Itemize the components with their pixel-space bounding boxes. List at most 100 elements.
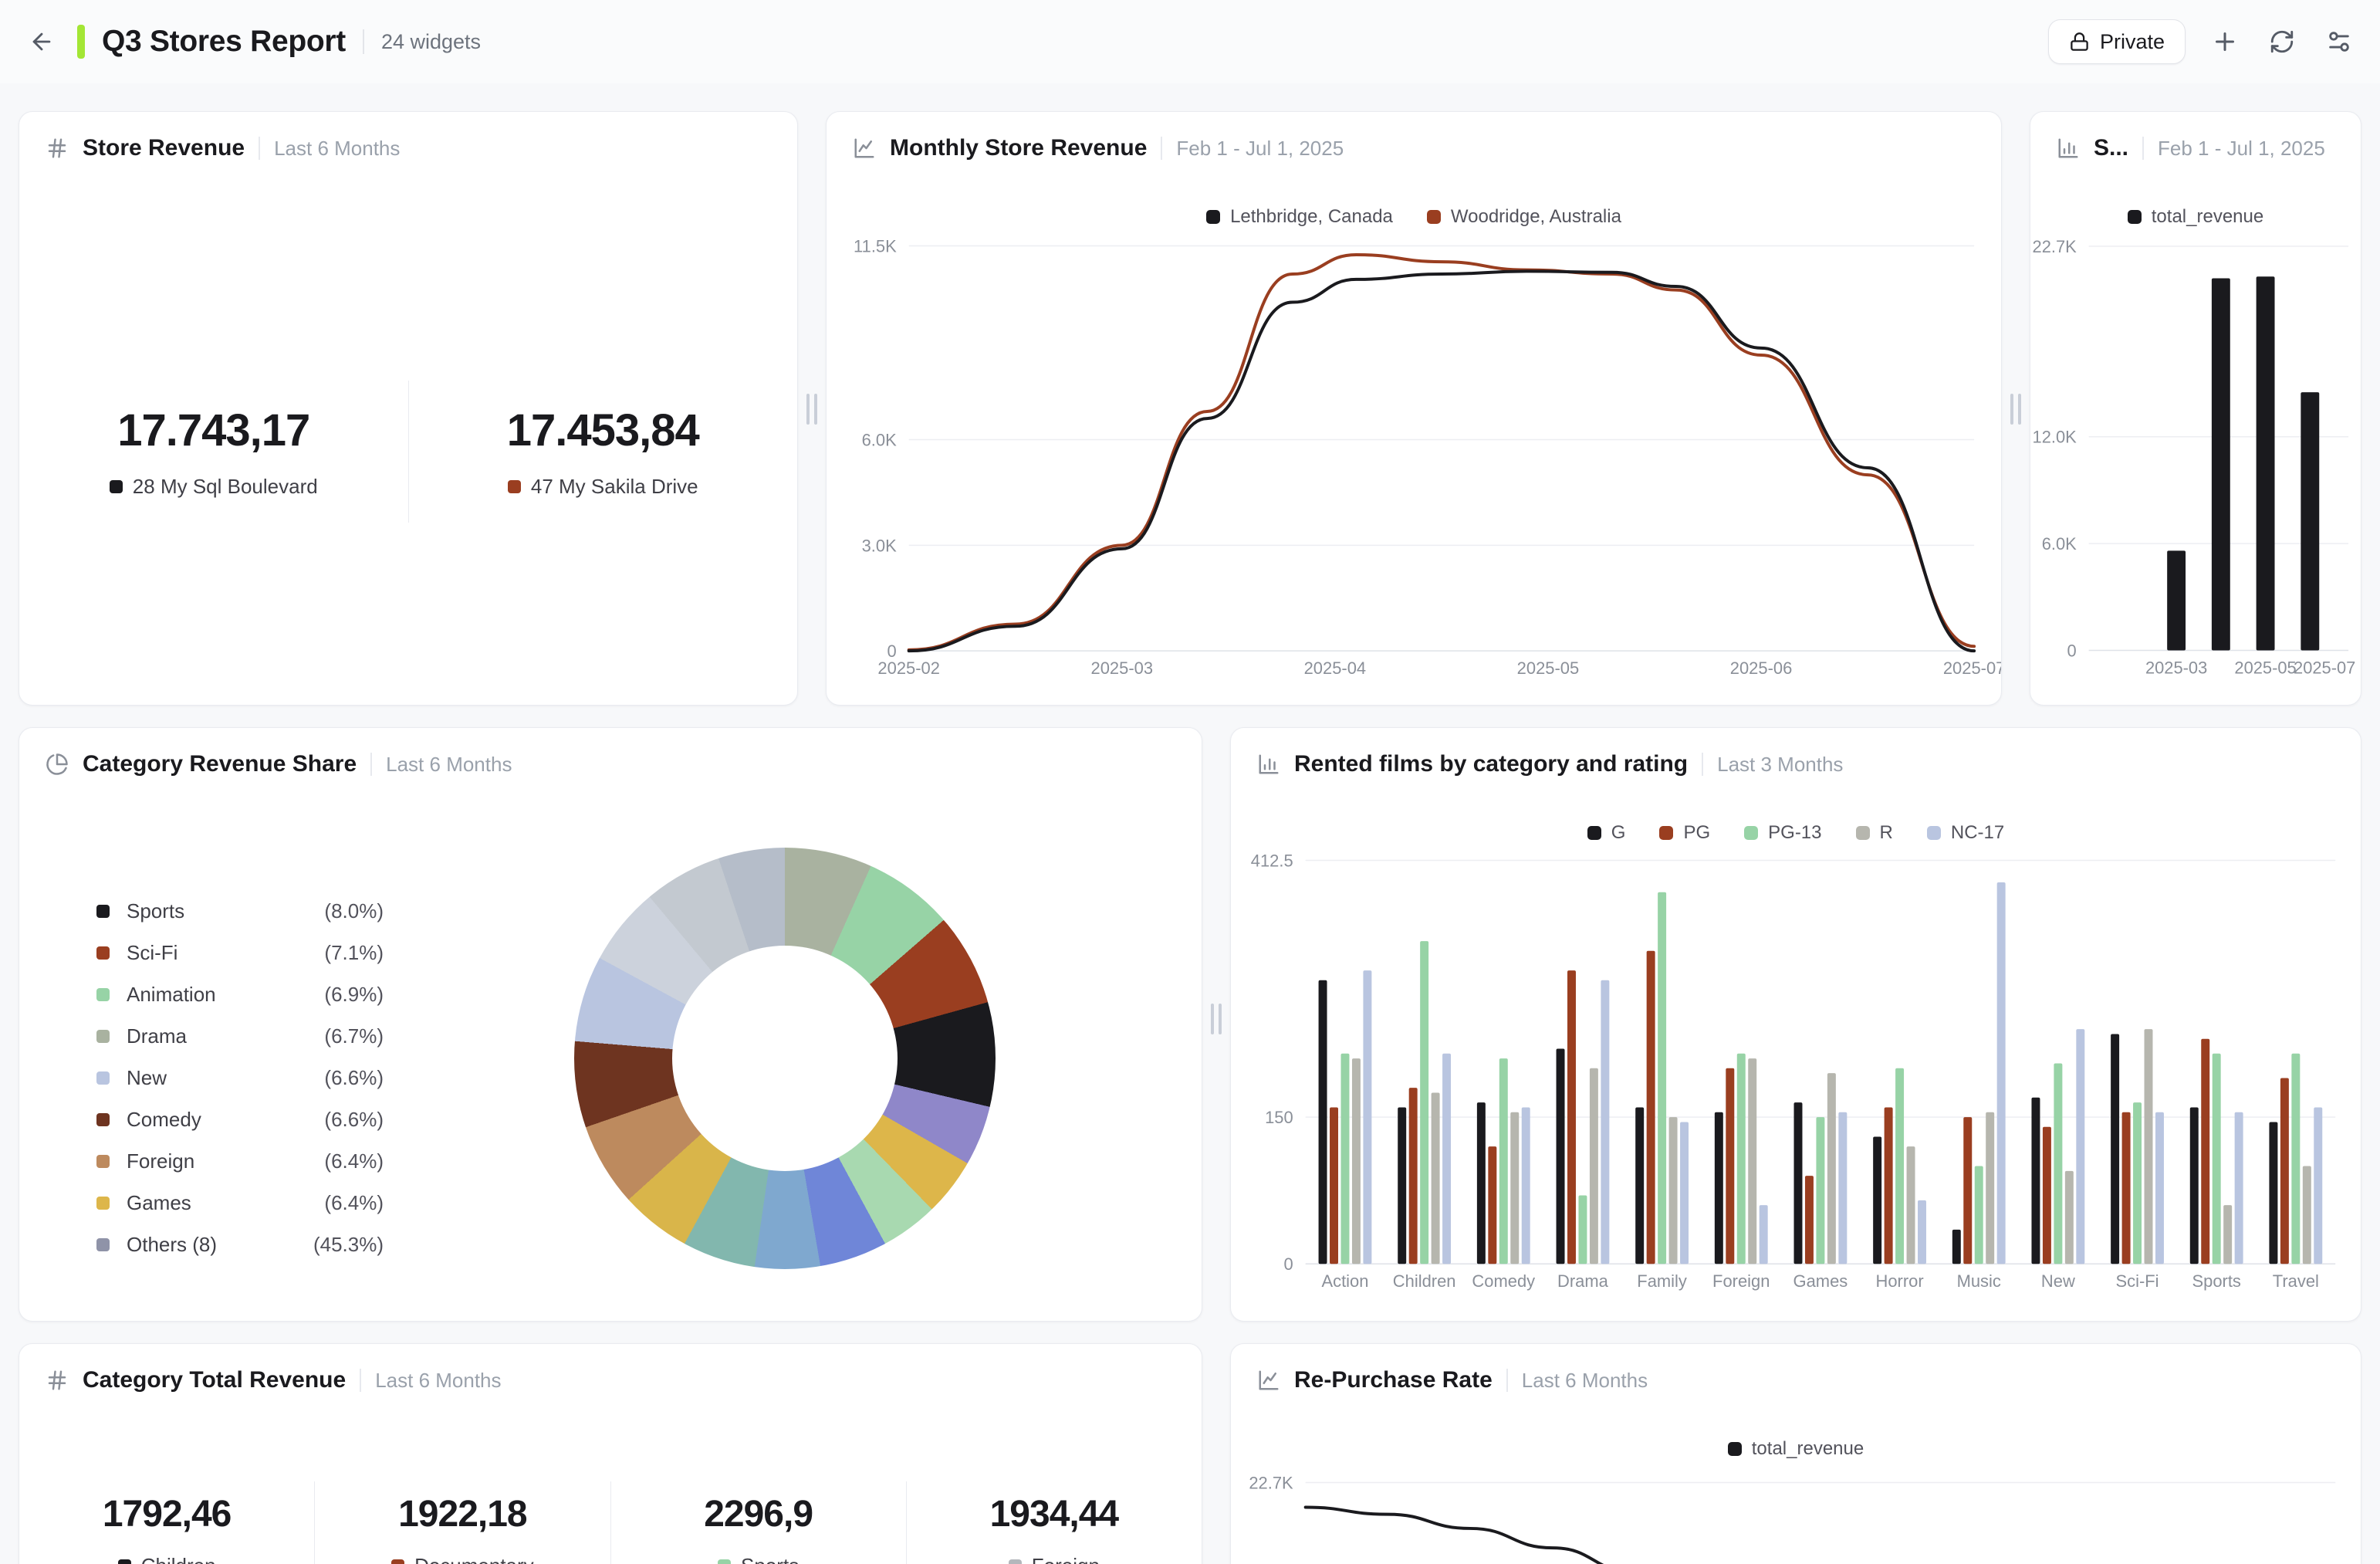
topbar-right: Private (2047, 19, 2357, 64)
metric-label-text: Sports (741, 1554, 799, 1564)
rented-films-chart: 0 150 412.5 Action Children Comedy Drama Family… (1251, 851, 2336, 1291)
widget-monthly-store-revenue[interactable]: Monthly Store Revenue Feb 1 - Jul 1, 202… (826, 111, 2002, 706)
bar (1714, 1112, 1723, 1264)
widget-category-total-revenue[interactable]: Category Total Revenue Last 6 Months 179… (19, 1343, 1202, 1564)
category-share-donut (574, 848, 996, 1269)
bar (1986, 1112, 1995, 1264)
pie-legend-item[interactable]: Sports (8.0%) (96, 899, 384, 923)
metric-label-text: Foreign (1032, 1554, 1100, 1564)
bar (2201, 1038, 2210, 1264)
metric: 1934,44 Foreign (907, 1460, 1202, 1564)
chart-legend: Lethbridge, Canada Woodridge, Australia (827, 206, 2001, 228)
pie-legend-item[interactable]: Games (6.4%) (96, 1191, 384, 1215)
metric-divider (905, 1481, 907, 1564)
donut-hole (672, 946, 898, 1171)
widget-re-purchase-rate[interactable]: Re-Purchase Rate Last 6 Months total_rev… (1230, 1343, 2361, 1564)
bar (2223, 1205, 2233, 1264)
private-button-label: Private (2099, 29, 2165, 53)
bar (1340, 1053, 1350, 1264)
widget-subtitle: Last 6 Months (274, 136, 401, 160)
legend-label: Foreign (127, 1149, 195, 1173)
axis-label: Travel (2273, 1271, 2319, 1291)
legend-item[interactable]: Lethbridge, Canada (1206, 206, 1393, 228)
settings-button[interactable] (2321, 24, 2357, 59)
page-title: Q3 Stores Report (102, 25, 346, 58)
pie-legend-item[interactable]: Animation (6.9%) (96, 983, 384, 1007)
legend-swatch (96, 946, 110, 960)
axis-label: 2025-02 (877, 658, 940, 678)
legend-swatch (96, 988, 110, 1001)
legend-item[interactable]: R (1855, 822, 1893, 844)
widget-subtitle: Last 6 Months (386, 752, 512, 776)
bar (1646, 950, 1655, 1264)
pie-legend-item[interactable]: Drama (6.7%) (96, 1024, 384, 1048)
legend-item[interactable]: NC-17 (1926, 822, 2004, 844)
widget-category-revenue-share[interactable]: Category Revenue Share Last 6 Months Spo… (19, 727, 1202, 1322)
bar-chart-icon (2057, 137, 2080, 160)
bar (1952, 1229, 1961, 1264)
widget-store-revenue[interactable]: Store Revenue Last 6 Months 17.743,17 28 … (19, 111, 798, 706)
back-button[interactable] (23, 23, 60, 60)
axis-label: Action (1321, 1271, 1368, 1291)
legend-item[interactable]: Woodridge, Australia (1426, 206, 1621, 228)
axis-label: 2025-07 (2294, 658, 2355, 677)
plus-icon (2216, 32, 2234, 51)
bar (2302, 1166, 2311, 1264)
sliders-icon (2329, 32, 2349, 52)
axis-label: 2025-03 (1091, 658, 1154, 678)
metric: 1922,18 Documentary (315, 1460, 610, 1564)
arrow-left-icon (32, 32, 51, 51)
axis-label: 22.7K (1249, 1474, 1293, 1493)
resize-handle[interactable] (2010, 394, 2021, 425)
resize-handle[interactable] (1211, 1004, 1222, 1034)
handle-bar (806, 394, 810, 425)
widget-rented-films[interactable]: Rented films by category and rating Last… (1230, 727, 2361, 1322)
legend-percentage: (6.6%) (324, 1108, 384, 1131)
bar (1963, 1117, 1973, 1264)
metric-swatch (109, 480, 123, 493)
handle-bar (2010, 394, 2013, 425)
metric-swatch (391, 1559, 405, 1564)
metric-value: 17.743,17 (117, 405, 310, 455)
bar (2111, 1034, 2120, 1264)
legend-swatch (96, 1071, 110, 1085)
axis-label: Children (1393, 1271, 1456, 1291)
pie-legend-item[interactable]: Others (8) (45.3%) (96, 1233, 384, 1257)
legend-item[interactable]: G (1587, 822, 1625, 844)
bar (1658, 892, 1667, 1264)
bar (1398, 1107, 1407, 1264)
legend-item[interactable]: PG (1659, 822, 1710, 844)
resize-handle[interactable] (806, 394, 817, 425)
divider (1161, 137, 1163, 160)
bar (2064, 1170, 2074, 1264)
legend-label: PG (1683, 822, 1711, 843)
metric-label: Children (117, 1554, 216, 1564)
monthly-store-revenue-chart: 0 3.0K 6.0K 11.5K 2025-02 2025-03 2025-04 2025-… (854, 237, 2001, 679)
legend-label: Lethbridge, Canada (1230, 206, 1393, 227)
pie-legend-item[interactable]: New (6.6%) (96, 1066, 384, 1090)
add-widget-button[interactable] (2207, 24, 2243, 59)
axis-label: 2025-06 (1730, 658, 1793, 678)
bar (1680, 1122, 1689, 1264)
legend-item[interactable]: total_revenue (2127, 206, 2263, 228)
divider (362, 29, 364, 54)
pie-legend-item[interactable]: Comedy (6.6%) (96, 1108, 384, 1132)
legend-label: R (1879, 822, 1893, 843)
legend-swatch (2127, 210, 2142, 224)
private-button[interactable]: Private (2047, 19, 2186, 64)
widget-store-sales-bar[interactable]: S... Feb 1 - Jul 1, 2025 total_revenue 0… (2030, 111, 2361, 706)
axis-label: Drama (1557, 1271, 1609, 1291)
bar (1793, 1102, 1803, 1264)
handle-bar (2018, 394, 2021, 425)
axis-label: 0 (2067, 641, 2077, 660)
bar (2167, 550, 2186, 651)
metric-label: Sports (718, 1554, 799, 1564)
pie-legend-item[interactable]: Sci-Fi (7.1%) (96, 941, 384, 965)
legend-item[interactable]: total_revenue (1727, 1438, 1864, 1460)
pie-legend-item[interactable]: Foreign (6.4%) (96, 1149, 384, 1173)
widget-title: Re-Purchase Rate (1294, 1367, 1493, 1393)
legend-swatch (96, 905, 110, 918)
legend-item[interactable]: PG-13 (1744, 822, 1822, 844)
refresh-button[interactable] (2264, 24, 2300, 59)
